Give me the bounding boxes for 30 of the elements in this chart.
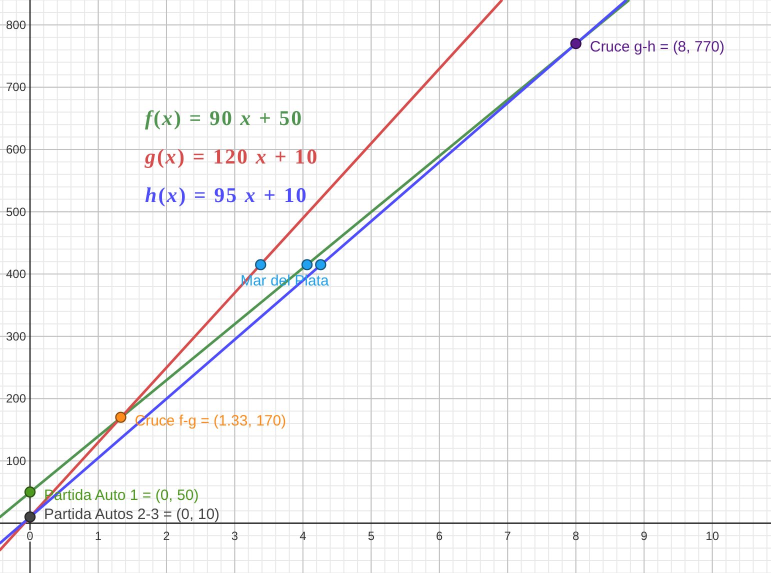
series-label: g(x) = 120 x + 10 — [144, 144, 319, 168]
x-tick-label: 8 — [572, 529, 580, 544]
x-tick-label: 6 — [436, 529, 444, 544]
y-tick-label: 700 — [6, 80, 26, 94]
point — [301, 259, 313, 270]
x-tick-label: 7 — [504, 529, 512, 544]
y-tick-label: 400 — [6, 267, 26, 282]
y-tick-label: 100 — [6, 454, 26, 468]
point — [315, 259, 326, 270]
point — [255, 259, 266, 270]
x-tick-label: 2 — [163, 529, 170, 544]
point — [570, 38, 582, 50]
x-tick-label: 1 — [94, 529, 102, 544]
y-tick-label: 300 — [6, 329, 26, 344]
y-tick-label: 500 — [6, 204, 26, 219]
x-tick-label: 10 — [706, 529, 720, 544]
series-label: Cruce g-h = (8, 770) — [590, 38, 725, 56]
point — [24, 486, 36, 498]
text: f(x) = 90 x + 50 — [145, 106, 304, 130]
text: h(x) = 95 x + 10 — [145, 183, 308, 207]
point — [115, 412, 126, 423]
x-tick-label: 4 — [300, 529, 307, 544]
x-tick-label: 3 — [231, 529, 238, 544]
series-label: Partida Autos 2-3 = (0, 10) — [44, 506, 220, 524]
y-tick-label: 200 — [6, 392, 26, 406]
x-tick-label: 5 — [368, 529, 375, 544]
y-tick-label: 600 — [6, 142, 26, 156]
x-tick-label: 9 — [640, 529, 648, 544]
point — [24, 511, 36, 523]
y-tick-label: 800 — [6, 18, 26, 32]
